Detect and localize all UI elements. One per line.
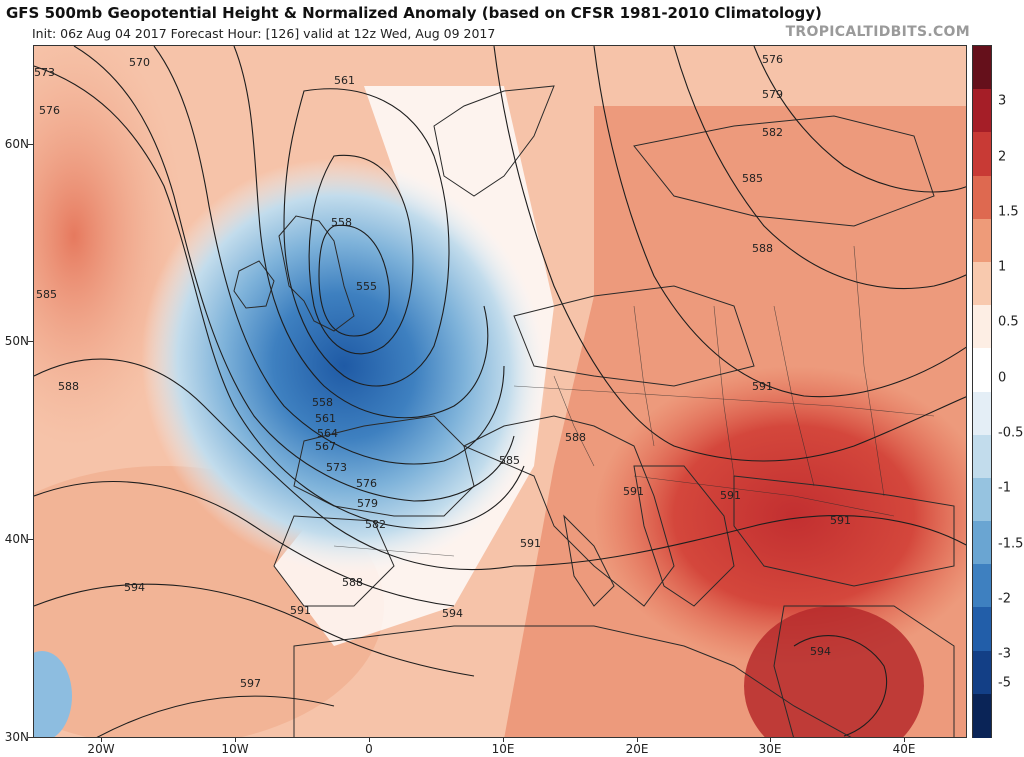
sw-cold-anomaly xyxy=(34,651,72,737)
contour-label: 564 xyxy=(317,427,338,440)
contour-label: 597 xyxy=(240,677,261,690)
lon-label: 10E xyxy=(491,742,515,756)
contour-label: 588 xyxy=(58,380,79,393)
contour-label: 585 xyxy=(742,172,763,185)
contour-label-group: 573 570 576 561 558 555 585 588 558 561 … xyxy=(34,53,851,690)
lon-label: 10W xyxy=(221,742,249,756)
lat-tick xyxy=(28,737,33,738)
colorbar-label: -0.5 xyxy=(998,425,1024,441)
contour-label: 567 xyxy=(315,440,336,453)
lon-tick xyxy=(235,738,236,742)
lon-tick xyxy=(503,738,504,742)
contour-label: 585 xyxy=(36,288,57,301)
colorbar-label: -3 xyxy=(998,646,1011,662)
colorbar-label: 1 xyxy=(998,259,1007,275)
contour-label: 561 xyxy=(334,74,355,87)
colorbar-label: -1 xyxy=(998,480,1011,496)
colorbar-segment xyxy=(973,46,991,90)
contour-label: 594 xyxy=(442,607,463,620)
contour-label: 576 xyxy=(356,477,377,490)
chart-subtitle: Init: 06z Aug 04 2017 Forecast Hour: [12… xyxy=(32,26,496,41)
colorbar-segment xyxy=(973,693,991,738)
lon-label: 20E xyxy=(625,742,649,756)
levant-hot-anomaly xyxy=(744,606,924,737)
anomaly-map: 573 570 576 561 558 555 585 588 558 561 … xyxy=(34,46,966,737)
colorbar-segment xyxy=(973,391,991,436)
colorbar-segment xyxy=(973,607,991,652)
contour-label: 594 xyxy=(810,645,831,658)
colorbar-label: -5 xyxy=(998,675,1011,691)
contour-label: 576 xyxy=(39,104,60,117)
colorbar-segment xyxy=(973,434,991,479)
contour-label: 558 xyxy=(312,396,333,409)
chart-title: GFS 500mb Geopotential Height & Normaliz… xyxy=(6,4,822,22)
contour-label: 558 xyxy=(331,216,352,229)
colorbar-segment xyxy=(973,261,991,306)
colorbar-segment xyxy=(973,305,991,349)
contour-label: 555 xyxy=(356,280,377,293)
country-borders xyxy=(333,245,935,557)
contour-label: 570 xyxy=(129,56,150,69)
contour-label: 576 xyxy=(762,53,783,66)
colorbar-segment xyxy=(973,218,991,263)
map-panel: 573 570 576 561 558 555 585 588 558 561 … xyxy=(33,45,967,738)
colorbar-segment xyxy=(973,477,991,522)
contour-label: 579 xyxy=(357,497,378,510)
trough-cold-anomaly xyxy=(141,158,547,574)
contour-label: 582 xyxy=(365,518,386,531)
lat-tick xyxy=(28,341,33,342)
lat-tick xyxy=(28,539,33,540)
contour-label: 591 xyxy=(520,537,541,550)
colorbar-segment xyxy=(973,132,991,177)
brand-watermark: TROPICALTIDBITS.COM xyxy=(785,24,970,40)
contour-label: 588 xyxy=(565,431,586,444)
contour-label: 588 xyxy=(752,242,773,255)
colorbar-label: 2 xyxy=(998,149,1007,165)
colorbar-segment xyxy=(973,650,991,695)
contour-label: 585 xyxy=(499,454,520,467)
colorbar-segment xyxy=(973,89,991,133)
contour-label: 591 xyxy=(720,489,741,502)
contour-label: 591 xyxy=(290,604,311,617)
lon-tick xyxy=(770,738,771,742)
lon-label: 30E xyxy=(758,742,782,756)
balkan-hot-anomaly xyxy=(594,366,966,666)
lat-label: 50N xyxy=(4,334,29,348)
colorbar-segment xyxy=(973,175,991,220)
contour-label: 591 xyxy=(830,514,851,527)
colorbar-label: 0 xyxy=(998,370,1007,386)
anomaly-colorbar xyxy=(972,45,992,738)
contour-label: 588 xyxy=(342,576,363,589)
lon-tick xyxy=(369,738,370,742)
lon-tick xyxy=(904,738,905,742)
contour-label: 594 xyxy=(124,581,145,594)
lat-tick xyxy=(28,144,33,145)
lon-tick xyxy=(101,738,102,742)
colorbar-segment xyxy=(973,521,991,565)
lat-label: 60N xyxy=(4,137,29,151)
colorbar-label: -2 xyxy=(998,591,1011,607)
colorbar-segment xyxy=(973,564,991,608)
contour-label: 591 xyxy=(752,380,773,393)
colorbar-label: 3 xyxy=(998,93,1007,109)
contour-label: 579 xyxy=(762,88,783,101)
lat-label: 40N xyxy=(4,532,29,546)
contour-label: 573 xyxy=(326,461,347,474)
contour-label: 582 xyxy=(762,126,783,139)
contour-label: 591 xyxy=(623,485,644,498)
lon-label: 40E xyxy=(892,742,916,756)
colorbar-label: 0.5 xyxy=(998,314,1019,330)
lon-label: 0 xyxy=(365,742,373,756)
lon-label: 20W xyxy=(87,742,115,756)
lat-label: 30N xyxy=(4,730,29,744)
colorbar-label: -1.5 xyxy=(998,536,1024,552)
coastlines xyxy=(233,85,955,737)
contour-label: 573 xyxy=(34,66,55,79)
lon-tick xyxy=(637,738,638,742)
colorbar-segment xyxy=(973,348,991,392)
contour-label: 561 xyxy=(315,412,336,425)
height-contours xyxy=(34,46,966,737)
colorbar-label: 1.5 xyxy=(998,204,1019,220)
